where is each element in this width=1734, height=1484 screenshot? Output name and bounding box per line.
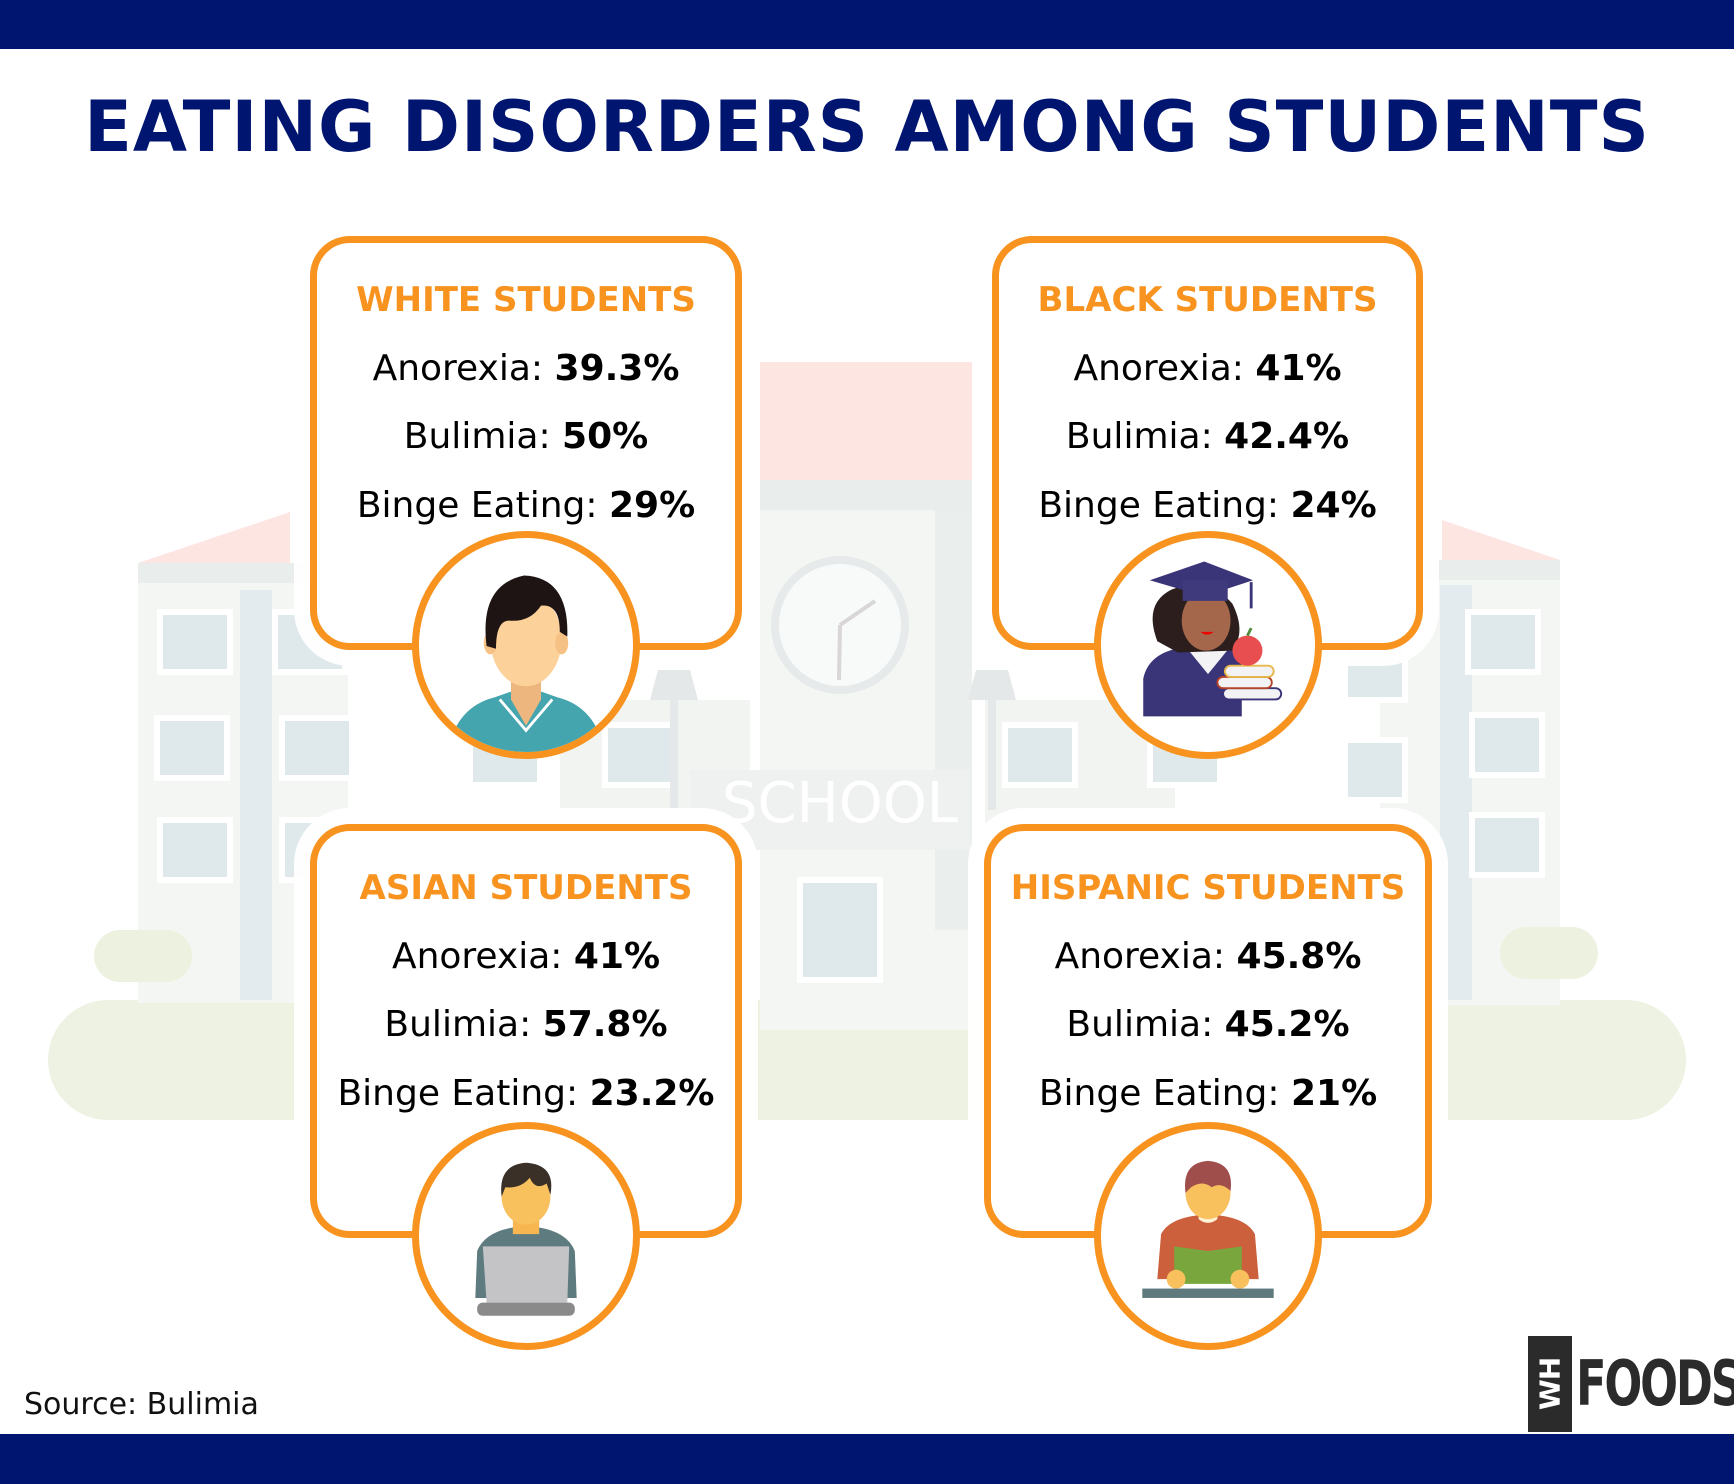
whfoods-logo: WH FOODS	[1528, 1336, 1734, 1432]
stat-bulimia: Bulimia: 50%	[317, 419, 735, 455]
stat-anorexia: Anorexia: 41%	[999, 351, 1416, 387]
stat-value: 50%	[562, 416, 649, 457]
stat-bulimia: Bulimia: 42.4%	[999, 419, 1416, 455]
stat-label: Binge Eating:	[356, 485, 598, 526]
source-citation: Source: Bulimia	[24, 1387, 259, 1422]
top-band	[0, 0, 1734, 49]
stat-label: Bulimia:	[1065, 416, 1213, 457]
stat-binge-eating: Binge Eating: 21%	[991, 1076, 1425, 1112]
stat-anorexia: Anorexia: 45.8%	[991, 939, 1425, 975]
stat-label: Bulimia:	[1066, 1004, 1214, 1045]
logo-word: FOODS	[1576, 1347, 1734, 1420]
stat-bulimia: Bulimia: 45.2%	[991, 1007, 1425, 1043]
avatar-hispanic-student	[1094, 1122, 1322, 1350]
page-title: EATING DISORDERS AMONG STUDENTS	[84, 86, 1650, 168]
stat-value: 29%	[608, 485, 696, 526]
stat-label: Bulimia:	[403, 416, 551, 457]
card-title: ASIAN STUDENTS	[359, 868, 693, 908]
stat-value: 41%	[1255, 348, 1342, 389]
stat-binge-eating: Binge Eating: 24%	[999, 488, 1416, 524]
male-student-icon	[447, 575, 605, 752]
logo-box-text: WH	[1533, 1357, 1567, 1411]
stat-value: 24%	[1290, 485, 1377, 526]
stat-label: Binge Eating:	[1038, 485, 1280, 526]
laptop-student-icon	[475, 1162, 577, 1316]
graduate-student-icon	[1143, 561, 1283, 717]
logo-box: WH	[1528, 1336, 1572, 1432]
stat-bulimia: Bulimia: 57.8%	[317, 1007, 735, 1043]
card-title: HISPANIC STUDENTS	[1010, 868, 1406, 908]
stat-value: 39.3%	[554, 348, 680, 389]
bottom-band	[0, 1434, 1734, 1484]
avatar-asian-student	[412, 1122, 640, 1350]
stat-label: Binge Eating:	[1038, 1073, 1280, 1114]
reading-student-icon	[1142, 1160, 1274, 1298]
stat-value: 45.2%	[1224, 1004, 1350, 1045]
stat-value: 42.4%	[1224, 416, 1350, 457]
stat-anorexia: Anorexia: 39.3%	[317, 351, 735, 387]
stat-binge-eating: Binge Eating: 23.2%	[317, 1076, 735, 1112]
stat-binge-eating: Binge Eating: 29%	[317, 488, 735, 524]
avatar-black-student	[1094, 531, 1322, 759]
stat-value: 45.8%	[1236, 936, 1362, 977]
stat-label: Anorexia:	[1073, 348, 1244, 389]
stat-value: 57.8%	[542, 1004, 668, 1045]
stat-value: 41%	[573, 936, 661, 977]
stat-label: Bulimia:	[384, 1004, 532, 1045]
avatar-white-student	[412, 531, 640, 759]
stat-label: Anorexia:	[372, 348, 544, 389]
stat-value: 21%	[1290, 1073, 1378, 1114]
school-sign: SCHOOL	[722, 771, 958, 836]
card-white-students: WHITE STUDENTS Anorexia: 39.3% Bulimia: …	[310, 236, 742, 650]
stat-value: 23.2%	[589, 1073, 715, 1114]
stat-anorexia: Anorexia: 41%	[317, 939, 735, 975]
stat-label: Anorexia:	[391, 936, 563, 977]
card-title: BLACK STUDENTS	[1037, 280, 1378, 320]
stat-label: Anorexia:	[1054, 936, 1226, 977]
card-title: WHITE STUDENTS	[356, 280, 696, 320]
stat-label: Binge Eating:	[337, 1073, 579, 1114]
